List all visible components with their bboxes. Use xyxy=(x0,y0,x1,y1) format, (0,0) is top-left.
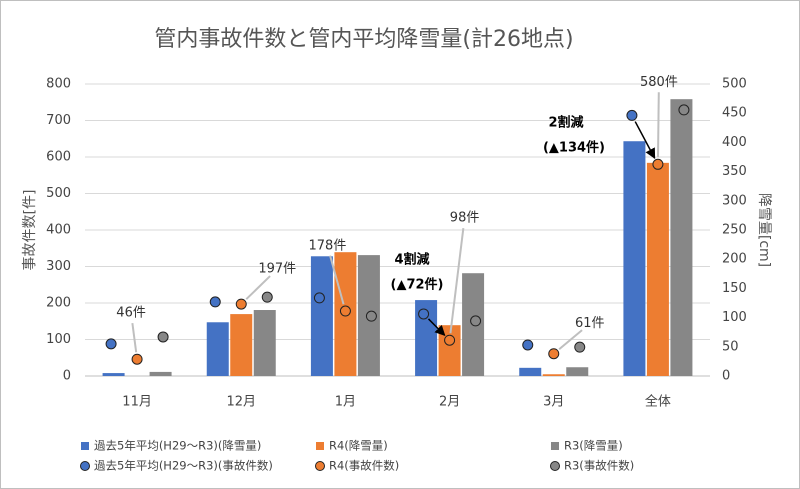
dot xyxy=(261,291,273,303)
x-tick-label: 1月 xyxy=(335,395,356,410)
dot xyxy=(444,334,456,346)
y-tick-label: 400 xyxy=(46,223,71,238)
dot xyxy=(131,353,143,365)
legend-swatch xyxy=(551,442,559,450)
y2-tick-label: 100 xyxy=(722,310,747,325)
legend-label: R3(降雪量) xyxy=(564,439,623,453)
y-tick-label: 500 xyxy=(46,186,71,201)
data-label: 98件 xyxy=(450,211,480,226)
x-tick-label: 12月 xyxy=(226,395,256,410)
x-tick-label: 3月 xyxy=(543,395,564,410)
bar xyxy=(623,141,646,376)
y2-tick-label: 400 xyxy=(722,135,747,150)
dot xyxy=(574,341,586,353)
bar xyxy=(566,367,589,376)
annotation: (▲72件) xyxy=(391,277,444,293)
annotation: (▲134件) xyxy=(543,140,605,156)
arrow xyxy=(634,121,656,160)
y2-tick-label: 50 xyxy=(722,339,739,354)
legend-swatch xyxy=(316,442,324,450)
y-tick-label: 800 xyxy=(46,77,71,92)
chart-title: 管内事故件数と管内平均降雪量(計26地点) xyxy=(154,27,573,52)
y2-tick-label: 350 xyxy=(722,164,747,179)
leader-line xyxy=(329,255,345,305)
bar xyxy=(415,300,438,376)
y-tick-label: 700 xyxy=(46,113,71,128)
y-tick-label: 0 xyxy=(63,369,71,384)
dot xyxy=(313,292,325,304)
y2-tick-label: 0 xyxy=(722,369,730,384)
data-label: 197件 xyxy=(258,262,296,277)
arrow xyxy=(427,318,446,337)
y2-tick-label: 450 xyxy=(722,106,747,121)
dot xyxy=(105,338,117,350)
data-label: 580件 xyxy=(640,75,678,90)
legend-label: 過去5年平均(H29～R3)(事故件数) xyxy=(94,459,273,473)
bar xyxy=(310,256,333,376)
x-tick-label: 11月 xyxy=(122,395,152,410)
data-label: 178件 xyxy=(309,239,347,254)
y2-axis-title: 降雪量[cm] xyxy=(756,193,772,267)
y2-tick-label: 150 xyxy=(722,281,747,296)
y-tick-label: 200 xyxy=(46,296,71,311)
legend-swatch xyxy=(80,461,90,471)
dot xyxy=(365,310,377,322)
legend-swatch xyxy=(81,442,89,450)
leader-line xyxy=(657,92,660,158)
bar xyxy=(519,367,542,376)
bar xyxy=(438,325,461,376)
dot xyxy=(470,315,482,327)
legend-swatch xyxy=(550,461,560,471)
dot xyxy=(209,296,221,308)
legend-swatch xyxy=(315,461,325,471)
legend-label: 過去5年平均(H29～R3)(降雪量) xyxy=(94,439,261,453)
legend-label: R4(事故件数) xyxy=(329,459,399,473)
y-axis-title: 事故件数[件] xyxy=(22,190,38,271)
y-tick-label: 100 xyxy=(46,332,71,347)
bar xyxy=(149,371,172,376)
y2-tick-label: 250 xyxy=(722,223,747,238)
data-label: 61件 xyxy=(575,316,605,331)
bar xyxy=(206,322,229,376)
annotation: 4割減 xyxy=(394,252,429,268)
dot xyxy=(626,109,638,121)
dot xyxy=(522,339,534,351)
legend-label: R4(降雪量) xyxy=(329,439,388,453)
leader-line xyxy=(449,228,465,334)
y-tick-label: 600 xyxy=(46,150,71,165)
dot xyxy=(652,158,664,170)
y2-tick-label: 300 xyxy=(722,193,747,208)
y-tick-label: 300 xyxy=(46,259,71,274)
y2-tick-label: 200 xyxy=(722,252,747,267)
leader-line xyxy=(558,329,583,351)
dot xyxy=(339,305,351,317)
y2-tick-label: 500 xyxy=(722,77,747,92)
bar xyxy=(542,374,565,376)
dot xyxy=(235,298,247,310)
leader-line xyxy=(245,275,271,300)
dot xyxy=(157,331,169,343)
bar xyxy=(670,99,693,377)
legend-label: R3(事故件数) xyxy=(564,459,634,473)
dot xyxy=(678,104,690,116)
dot xyxy=(418,308,430,320)
bar xyxy=(253,310,276,376)
bar xyxy=(230,314,253,376)
bar xyxy=(102,373,125,376)
bar xyxy=(646,162,669,376)
leader-line xyxy=(131,322,138,353)
annotation: 2割減 xyxy=(548,115,583,131)
data-label: 46件 xyxy=(116,306,146,321)
dot xyxy=(548,348,560,360)
x-tick-label: 2月 xyxy=(439,395,460,410)
x-tick-label: 全体 xyxy=(645,394,671,410)
